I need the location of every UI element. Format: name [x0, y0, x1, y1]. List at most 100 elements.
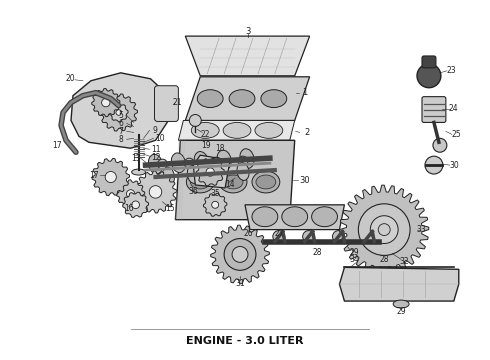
- Ellipse shape: [358, 204, 410, 255]
- FancyBboxPatch shape: [422, 96, 446, 122]
- Text: 36: 36: [189, 188, 198, 197]
- Polygon shape: [193, 155, 230, 188]
- Ellipse shape: [255, 122, 283, 138]
- Circle shape: [425, 156, 443, 174]
- Ellipse shape: [190, 175, 210, 189]
- Circle shape: [417, 64, 441, 88]
- Ellipse shape: [252, 207, 278, 227]
- Text: 12: 12: [151, 153, 160, 162]
- Circle shape: [333, 231, 344, 243]
- Polygon shape: [185, 36, 310, 76]
- Ellipse shape: [194, 152, 208, 171]
- Text: 29: 29: [396, 307, 406, 316]
- Ellipse shape: [191, 122, 219, 138]
- Ellipse shape: [240, 149, 254, 168]
- Circle shape: [211, 157, 221, 167]
- Ellipse shape: [148, 154, 163, 174]
- Text: 8: 8: [118, 135, 123, 144]
- Ellipse shape: [217, 150, 231, 170]
- FancyBboxPatch shape: [422, 56, 436, 68]
- Ellipse shape: [224, 239, 256, 270]
- Text: 25: 25: [452, 130, 462, 139]
- Text: 30: 30: [299, 176, 310, 185]
- Polygon shape: [175, 140, 294, 220]
- Ellipse shape: [252, 171, 280, 193]
- Polygon shape: [211, 225, 270, 284]
- Text: 24: 24: [449, 104, 459, 113]
- Ellipse shape: [212, 164, 224, 182]
- Circle shape: [433, 138, 447, 152]
- Text: 32: 32: [399, 257, 409, 266]
- Text: 33: 33: [416, 225, 426, 234]
- Text: 27: 27: [275, 229, 285, 238]
- Ellipse shape: [197, 90, 223, 108]
- Text: 17: 17: [89, 171, 98, 180]
- Polygon shape: [109, 103, 128, 122]
- Text: 15: 15: [166, 204, 175, 213]
- Polygon shape: [178, 121, 294, 140]
- Ellipse shape: [189, 114, 201, 126]
- Polygon shape: [340, 185, 429, 274]
- Polygon shape: [100, 94, 138, 131]
- Ellipse shape: [134, 141, 144, 146]
- Circle shape: [238, 156, 248, 166]
- Text: 16: 16: [124, 204, 133, 213]
- Text: 3: 3: [245, 27, 251, 36]
- Text: 9: 9: [152, 126, 157, 135]
- Ellipse shape: [172, 153, 186, 172]
- Ellipse shape: [261, 90, 287, 108]
- FancyBboxPatch shape: [154, 86, 178, 121]
- Polygon shape: [196, 158, 224, 186]
- Polygon shape: [92, 158, 129, 195]
- Ellipse shape: [378, 224, 390, 235]
- Text: 30: 30: [449, 161, 459, 170]
- Bar: [135, 135, 143, 140]
- Polygon shape: [117, 180, 145, 208]
- Ellipse shape: [187, 166, 199, 183]
- Text: 1: 1: [302, 88, 307, 97]
- Text: 19: 19: [201, 141, 211, 150]
- Polygon shape: [122, 192, 148, 217]
- Ellipse shape: [232, 247, 248, 262]
- Text: 14: 14: [225, 180, 235, 189]
- Text: 7: 7: [118, 127, 123, 136]
- Ellipse shape: [162, 167, 174, 185]
- Text: 17: 17: [52, 141, 62, 150]
- Ellipse shape: [186, 171, 214, 193]
- Circle shape: [157, 159, 168, 169]
- Circle shape: [149, 186, 162, 198]
- Polygon shape: [71, 73, 169, 148]
- Ellipse shape: [312, 207, 338, 227]
- Circle shape: [273, 231, 285, 243]
- Text: 11: 11: [151, 145, 160, 154]
- Ellipse shape: [393, 300, 409, 308]
- Text: 23: 23: [446, 66, 456, 75]
- Ellipse shape: [237, 163, 249, 180]
- Text: 10: 10: [156, 134, 165, 143]
- Text: 20: 20: [65, 74, 75, 83]
- Circle shape: [116, 110, 122, 115]
- Text: 21: 21: [172, 98, 182, 107]
- Text: 35: 35: [210, 189, 220, 198]
- Ellipse shape: [219, 171, 247, 193]
- Text: 22: 22: [200, 130, 210, 139]
- Circle shape: [132, 201, 140, 209]
- Ellipse shape: [282, 207, 308, 227]
- Ellipse shape: [132, 169, 146, 175]
- Ellipse shape: [370, 216, 398, 243]
- Circle shape: [231, 246, 249, 263]
- Circle shape: [105, 171, 116, 183]
- Circle shape: [126, 190, 135, 198]
- Text: 31: 31: [235, 279, 245, 288]
- Ellipse shape: [223, 122, 251, 138]
- Circle shape: [212, 201, 219, 208]
- Circle shape: [206, 168, 214, 176]
- Ellipse shape: [223, 175, 243, 189]
- Text: 18: 18: [216, 144, 225, 153]
- Polygon shape: [245, 205, 344, 230]
- Circle shape: [184, 158, 195, 168]
- Text: 28: 28: [379, 255, 389, 264]
- Ellipse shape: [229, 90, 255, 108]
- Text: ENGINE - 3.0 LITER: ENGINE - 3.0 LITER: [186, 336, 304, 346]
- Polygon shape: [185, 77, 310, 121]
